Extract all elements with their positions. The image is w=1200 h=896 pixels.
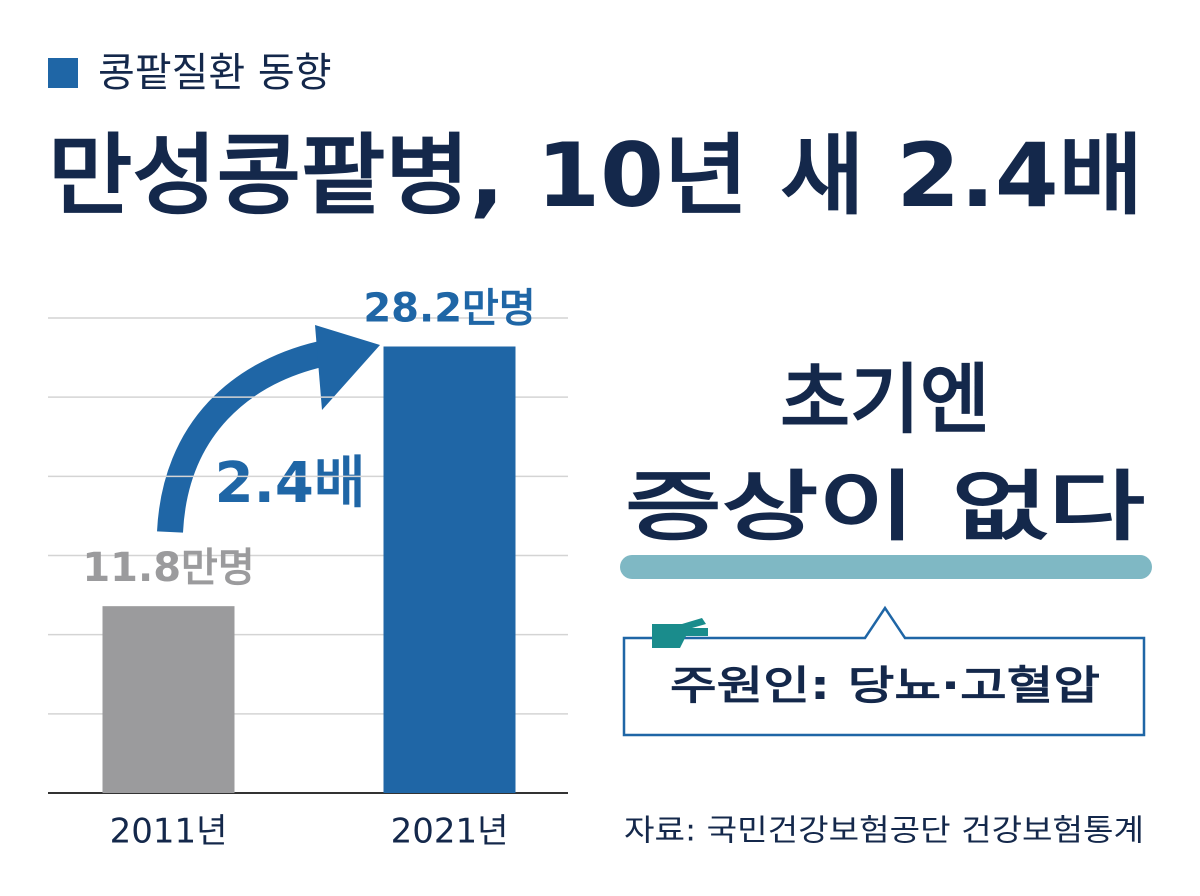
bar	[102, 606, 235, 793]
growth-arrow	[157, 339, 333, 533]
bar	[383, 346, 516, 793]
growth-label: 2.4배	[215, 451, 366, 516]
cause-text: 주원인: 당뇨·고혈압	[670, 663, 1100, 709]
x-tick-label: 2021년	[391, 812, 509, 852]
callout-line: 증상이 없다	[625, 462, 1145, 551]
highlight	[620, 555, 1152, 579]
growth-arrow-head	[315, 325, 380, 410]
value-label: 11.8만명	[82, 545, 254, 591]
plot: 2011년 11.8만명 2021년 28.2만명	[48, 286, 568, 852]
chart-title: 만성콩팥병, 10년 새 2.4배	[48, 124, 1143, 227]
source: 자료: 국민건강보험공단 건강보험통계	[624, 814, 1144, 849]
subtitle: 콩팥질환 동향	[98, 50, 332, 96]
value-label: 28.2만명	[363, 286, 535, 332]
x-tick-label: 2011년	[110, 812, 228, 852]
callout-line: 초기엔	[780, 355, 990, 444]
cause-box	[622, 605, 1146, 737]
pointing-hand-icon	[652, 618, 708, 648]
subtitle-marker	[48, 58, 78, 88]
